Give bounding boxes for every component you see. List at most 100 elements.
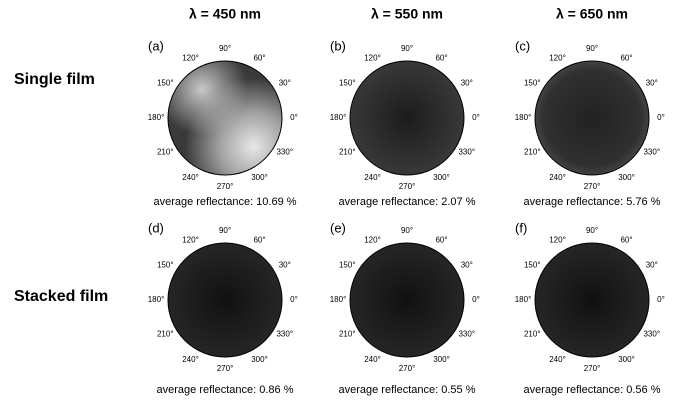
angle-label: 180° bbox=[148, 295, 165, 304]
angle-label: 90° bbox=[586, 44, 598, 53]
angle-label: 180° bbox=[515, 295, 532, 304]
angle-label: 300° bbox=[433, 173, 450, 182]
angle-label: 330° bbox=[276, 148, 293, 157]
angle-label: 270° bbox=[217, 364, 234, 373]
angle-label: 240° bbox=[182, 173, 199, 182]
polar-map bbox=[168, 243, 282, 357]
angle-label: 180° bbox=[330, 295, 347, 304]
angle-label: 240° bbox=[549, 355, 566, 364]
polar-map bbox=[535, 243, 649, 357]
angle-label: 60° bbox=[620, 53, 632, 62]
angle-label: 330° bbox=[643, 330, 660, 339]
angle-label: 240° bbox=[182, 355, 199, 364]
angle-label: 120° bbox=[364, 235, 381, 244]
angle-label: 120° bbox=[182, 235, 199, 244]
angle-label: 330° bbox=[276, 330, 293, 339]
polar-map bbox=[350, 243, 464, 357]
angle-label: 30° bbox=[646, 261, 658, 270]
angle-label: 300° bbox=[251, 355, 268, 364]
angle-label: 180° bbox=[330, 113, 347, 122]
angle-label: 0° bbox=[657, 113, 665, 122]
panel-caption: average reflectance: 0.55 % bbox=[339, 384, 476, 396]
row-label: Single film bbox=[14, 71, 95, 88]
angle-label: 150° bbox=[339, 79, 356, 88]
angle-label: 120° bbox=[549, 235, 566, 244]
angle-label: 0° bbox=[472, 113, 480, 122]
polar-map bbox=[350, 61, 464, 175]
angle-label: 300° bbox=[433, 355, 450, 364]
angle-label: 180° bbox=[148, 113, 165, 122]
angle-label: 300° bbox=[251, 173, 268, 182]
angle-label: 210° bbox=[524, 148, 541, 157]
angle-label: 0° bbox=[290, 295, 298, 304]
angle-label: 180° bbox=[515, 113, 532, 122]
angle-label: 150° bbox=[339, 261, 356, 270]
angle-label: 120° bbox=[182, 53, 199, 62]
panel-caption: average reflectance: 2.07 % bbox=[339, 196, 476, 208]
panel-label: (a) bbox=[148, 38, 164, 53]
angle-label: 300° bbox=[618, 173, 635, 182]
polar-outline bbox=[167, 242, 283, 358]
angle-label: 240° bbox=[549, 173, 566, 182]
angle-label: 150° bbox=[524, 261, 541, 270]
panel-label: (c) bbox=[515, 38, 530, 53]
panel-caption: average reflectance: 10.69 % bbox=[153, 196, 296, 208]
angle-label: 270° bbox=[584, 364, 601, 373]
panel-label: (b) bbox=[330, 38, 346, 53]
panel-label: (f) bbox=[515, 220, 527, 235]
angle-label: 240° bbox=[364, 355, 381, 364]
column-header: λ = 450 nm bbox=[189, 6, 261, 22]
angle-label: 120° bbox=[549, 53, 566, 62]
column-header: λ = 550 nm bbox=[371, 6, 443, 22]
column-header: λ = 650 nm bbox=[556, 6, 628, 22]
angle-label: 60° bbox=[435, 53, 447, 62]
angle-label: 90° bbox=[586, 226, 598, 235]
panel-caption: average reflectance: 5.76 % bbox=[524, 196, 661, 208]
polar-outline bbox=[349, 242, 465, 358]
angle-label: 60° bbox=[435, 235, 447, 244]
polar-map bbox=[535, 61, 649, 175]
angle-label: 150° bbox=[157, 261, 174, 270]
angle-label: 0° bbox=[290, 113, 298, 122]
angle-label: 30° bbox=[461, 79, 473, 88]
angle-label: 30° bbox=[279, 79, 291, 88]
angle-label: 60° bbox=[620, 235, 632, 244]
angle-label: 150° bbox=[524, 79, 541, 88]
angle-label: 330° bbox=[643, 148, 660, 157]
angle-label: 0° bbox=[472, 295, 480, 304]
panel-caption: average reflectance: 0.86 % bbox=[157, 384, 294, 396]
angle-label: 60° bbox=[253, 235, 265, 244]
polar-map-highlight bbox=[168, 61, 282, 175]
polar-outline bbox=[534, 60, 650, 176]
angle-label: 0° bbox=[657, 295, 665, 304]
polar-outline bbox=[534, 242, 650, 358]
angle-label: 210° bbox=[524, 330, 541, 339]
angle-label: 240° bbox=[364, 173, 381, 182]
angle-label: 270° bbox=[584, 182, 601, 191]
panel-label: (d) bbox=[148, 220, 164, 235]
angle-label: 150° bbox=[157, 79, 174, 88]
angle-label: 210° bbox=[339, 330, 356, 339]
angle-label: 330° bbox=[458, 148, 475, 157]
angle-label: 60° bbox=[253, 53, 265, 62]
angle-label: 270° bbox=[399, 182, 416, 191]
angle-label: 30° bbox=[279, 261, 291, 270]
row-label: Stacked film bbox=[14, 288, 108, 305]
angle-label: 90° bbox=[401, 226, 413, 235]
angle-label: 270° bbox=[399, 364, 416, 373]
angle-label: 300° bbox=[618, 355, 635, 364]
angle-label: 90° bbox=[401, 44, 413, 53]
angle-label: 330° bbox=[458, 330, 475, 339]
panel-label: (e) bbox=[330, 220, 346, 235]
angle-label: 270° bbox=[217, 182, 234, 191]
angle-label: 210° bbox=[339, 148, 356, 157]
angle-label: 30° bbox=[646, 79, 658, 88]
angle-label: 120° bbox=[364, 53, 381, 62]
polar-outline bbox=[349, 60, 465, 176]
angle-label: 30° bbox=[461, 261, 473, 270]
polar-outline bbox=[167, 60, 283, 176]
panel-caption: average reflectance: 0.56 % bbox=[524, 384, 661, 396]
angle-label: 210° bbox=[157, 148, 174, 157]
angle-label: 90° bbox=[219, 44, 231, 53]
